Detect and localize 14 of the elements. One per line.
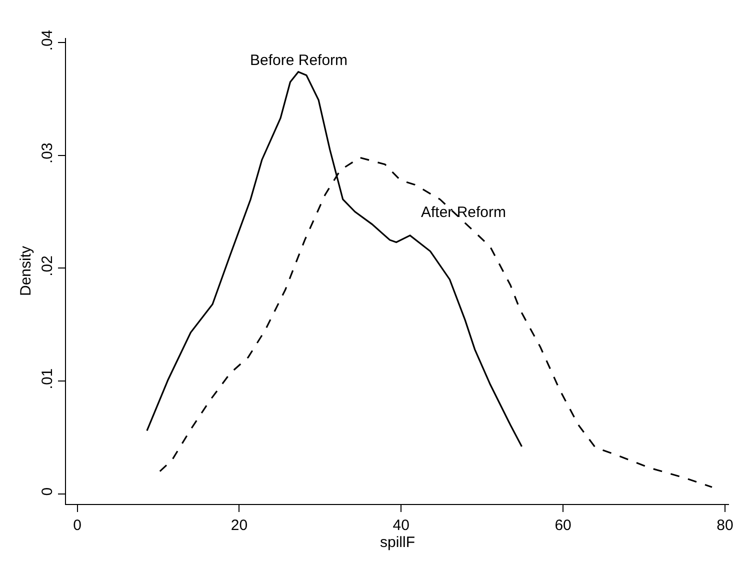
y-tick-label: .03 [39, 142, 56, 164]
y-tick-label: .01 [39, 368, 56, 390]
y-axis-title: Density [17, 246, 34, 296]
x-axis-title: spillF [380, 534, 416, 551]
x-tick-label: 20 [230, 517, 248, 534]
x-tick-label: 60 [554, 517, 572, 534]
series-label: After Reform [421, 204, 506, 221]
y-tick-label: .04 [39, 30, 56, 51]
x-tick-label: 80 [716, 517, 734, 534]
x-tick-label: 40 [392, 517, 410, 534]
x-tick-label: 0 [73, 517, 82, 534]
y-tick-label: 0 [39, 487, 56, 496]
y-tick-label: .02 [39, 256, 56, 276]
series-label: Before Reform [250, 52, 348, 69]
